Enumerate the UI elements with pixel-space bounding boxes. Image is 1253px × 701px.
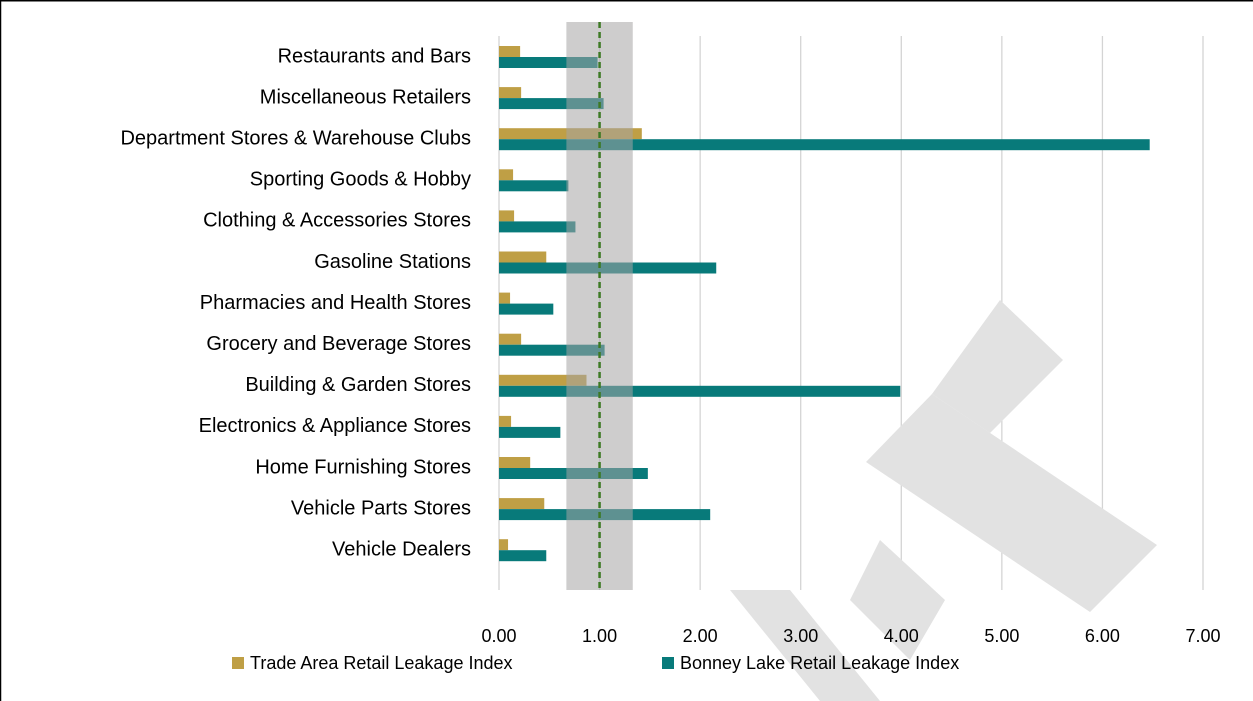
category-label: Miscellaneous Retailers (260, 86, 471, 108)
bar (499, 292, 511, 304)
labels: 0.00 1.00 2.00 3.00 4.00 5.00 6.00 7.00 Restaura… (120, 45, 1220, 672)
x-tick-label: 5.00 (984, 626, 1019, 646)
x-tick-label: 7.00 (1185, 626, 1220, 646)
bar (499, 139, 1150, 151)
bar (499, 426, 561, 438)
category-label: Gasoline Stations (314, 251, 471, 273)
category-label: Sporting Goods & Hobby (250, 169, 471, 191)
category-label: Grocery and Beverage Stores (206, 333, 471, 355)
bar (499, 333, 522, 345)
bar (499, 251, 547, 263)
category-label: Restaurants and Bars (278, 45, 471, 67)
overlay (566, 22, 633, 590)
x-tick-label: 1.00 (582, 626, 617, 646)
bar (499, 57, 598, 68)
bar (499, 498, 545, 510)
category-label: Home Furnishing Stores (255, 456, 471, 478)
category-label: Vehicle Dealers (332, 538, 471, 560)
watermark-stroke (730, 590, 880, 701)
x-tick-label: 0.00 (481, 626, 516, 646)
x-tick-label: 3.00 (783, 626, 818, 646)
category-label: Pharmacies and Health Stores (200, 292, 471, 314)
category-label: Building & Garden Stores (245, 374, 471, 396)
legend-swatch (232, 657, 244, 669)
bar (499, 221, 576, 233)
bar (499, 385, 901, 397)
watermark-stroke (850, 540, 945, 660)
bar (499, 457, 531, 468)
x-tick-label: 6.00 (1085, 626, 1120, 646)
category-label: Vehicle Parts Stores (291, 497, 471, 519)
bar (499, 415, 512, 427)
bar (499, 344, 605, 356)
watermark (730, 300, 1157, 701)
bar (499, 550, 547, 562)
watermark-stroke (932, 300, 1063, 433)
legend-label: Bonney Lake Retail Leakage Index (680, 653, 959, 673)
legend-swatch (662, 657, 674, 669)
bar (499, 87, 522, 99)
bar (499, 46, 521, 57)
x-tick-label: 2.00 (683, 626, 718, 646)
legend-label: Trade Area Retail Leakage Index (250, 653, 513, 673)
bar (499, 169, 514, 181)
bar (499, 374, 587, 386)
category-label: Department Stores & Warehouse Clubs (120, 127, 471, 149)
bar (499, 303, 554, 315)
category-label: Clothing & Accessories Stores (203, 210, 471, 232)
watermark-stroke (866, 394, 1157, 612)
bar (499, 539, 509, 551)
x-tick-label: 4.00 (884, 626, 919, 646)
category-label: Electronics & Appliance Stores (199, 415, 471, 437)
bar (499, 210, 515, 222)
bar (499, 180, 569, 192)
bar (499, 98, 604, 110)
